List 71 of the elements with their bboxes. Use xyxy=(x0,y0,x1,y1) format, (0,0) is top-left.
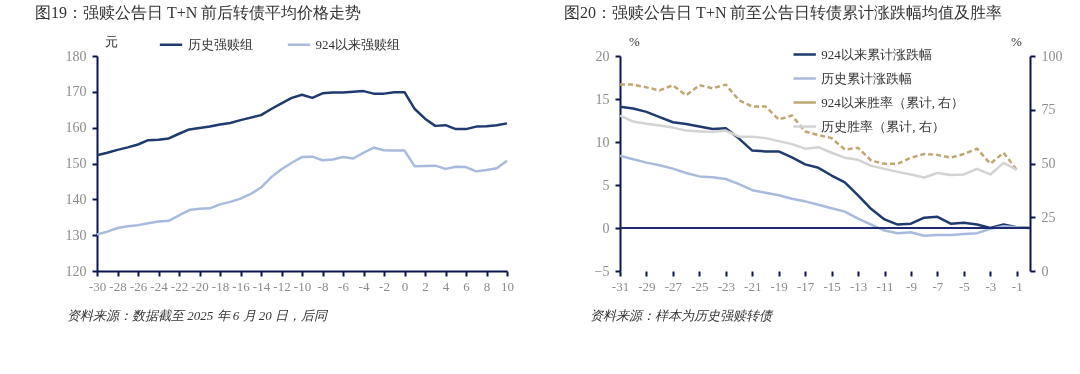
y-tick-label: 20 xyxy=(595,48,610,64)
chart-title: 图20：强赎公告日 T+N 前至公告日转债累计涨跌幅均值及胜率 xyxy=(564,4,1003,21)
legend-label: 924以来胜率（累计, 右） xyxy=(821,94,965,110)
y-tick-label: 140 xyxy=(65,191,87,207)
x-tick-label: -27 xyxy=(664,278,683,294)
legend-label: 924以来强赎组 xyxy=(315,36,400,52)
x-tick-label: -25 xyxy=(691,278,709,294)
x-tick-label: -17 xyxy=(796,278,815,294)
legend-label: 历史强赎组 xyxy=(187,36,253,52)
x-tick-label: 2 xyxy=(422,278,429,294)
x-tick-label: -21 xyxy=(744,278,762,294)
line-series xyxy=(618,114,1019,179)
y2-tick-label: 100 xyxy=(1041,48,1063,64)
text: 资料来源：样本为历史强赎转债 xyxy=(590,308,774,323)
x-tick-label: 6 xyxy=(463,278,471,294)
line-series xyxy=(95,146,509,236)
y-axis-title: % xyxy=(629,33,641,49)
x-tick-label: -16 xyxy=(232,278,251,294)
x-tick-label: -12 xyxy=(273,278,291,294)
text: 资料来源：数据截至 2025 年 6 月 20 日，后同 xyxy=(67,308,329,323)
y2-tick-label: 75 xyxy=(1041,102,1056,118)
x-tick-label: 8 xyxy=(483,278,491,294)
line-series xyxy=(95,89,509,157)
x-tick-label: -1 xyxy=(1011,278,1023,294)
y-tick-label: 180 xyxy=(65,48,87,64)
y-tick-label: −5 xyxy=(594,263,610,279)
legend-label: 历史累计涨跌幅 xyxy=(821,70,913,86)
y-tick-label: 150 xyxy=(65,156,87,171)
x-tick-label: -20 xyxy=(191,278,209,294)
y-tick-label: 10 xyxy=(595,134,610,150)
legend-label: 历史胜率（累计, 右） xyxy=(821,118,945,134)
x-tick-label: -9 xyxy=(906,278,917,294)
y2-tick-label: 50 xyxy=(1041,156,1056,171)
x-tick-label: -24 xyxy=(150,278,169,294)
x-tick-label: -29 xyxy=(638,278,656,294)
x-tick-label: -10 xyxy=(293,278,312,294)
y-tick-label: 0 xyxy=(602,220,610,236)
x-tick-label: -3 xyxy=(985,278,997,294)
x-tick-label: -15 xyxy=(823,278,841,294)
y-tick-label: 15 xyxy=(595,91,610,107)
x-tick-label: -5 xyxy=(958,278,970,294)
x-tick-label: -22 xyxy=(170,278,189,294)
x-tick-label: -11 xyxy=(876,278,894,294)
y2-tick-label: 0 xyxy=(1041,263,1049,279)
y-tick-label: 5 xyxy=(602,177,610,193)
x-tick-label: -4 xyxy=(358,278,370,294)
x-tick-label: -13 xyxy=(849,278,868,294)
x-tick-label: -28 xyxy=(109,278,127,294)
x-tick-label: -14 xyxy=(252,278,271,294)
y-tick-label: 160 xyxy=(65,120,87,136)
legend-label: 924以来累计涨跌幅 xyxy=(821,46,932,62)
x-tick-label: 4 xyxy=(442,278,450,294)
x-tick-label: -23 xyxy=(717,278,735,294)
x-tick-label: -2 xyxy=(379,278,390,294)
chart-title: 图19：强赎公告日 T+N 前后转债平均价格走势 xyxy=(35,4,362,21)
x-tick-label: -18 xyxy=(211,278,230,294)
x-tick-label: -30 xyxy=(88,278,107,294)
x-tick-label: 10 xyxy=(501,278,514,294)
y-tick-label: 170 xyxy=(65,84,87,100)
y2-tick-label: 25 xyxy=(1041,209,1056,225)
x-tick-label: -26 xyxy=(129,278,148,294)
y2-axis-title: % xyxy=(1011,33,1023,49)
y-tick-label: 120 xyxy=(65,263,87,279)
x-tick-label: -6 xyxy=(338,278,350,294)
y-tick-label: 130 xyxy=(65,227,87,243)
x-tick-label: -19 xyxy=(770,278,788,294)
x-tick-label: -31 xyxy=(611,278,630,294)
x-tick-label: 0 xyxy=(401,278,409,294)
y-axis-title: 元 xyxy=(105,33,118,49)
x-tick-label: -7 xyxy=(932,278,944,294)
x-tick-label: -8 xyxy=(317,278,329,294)
